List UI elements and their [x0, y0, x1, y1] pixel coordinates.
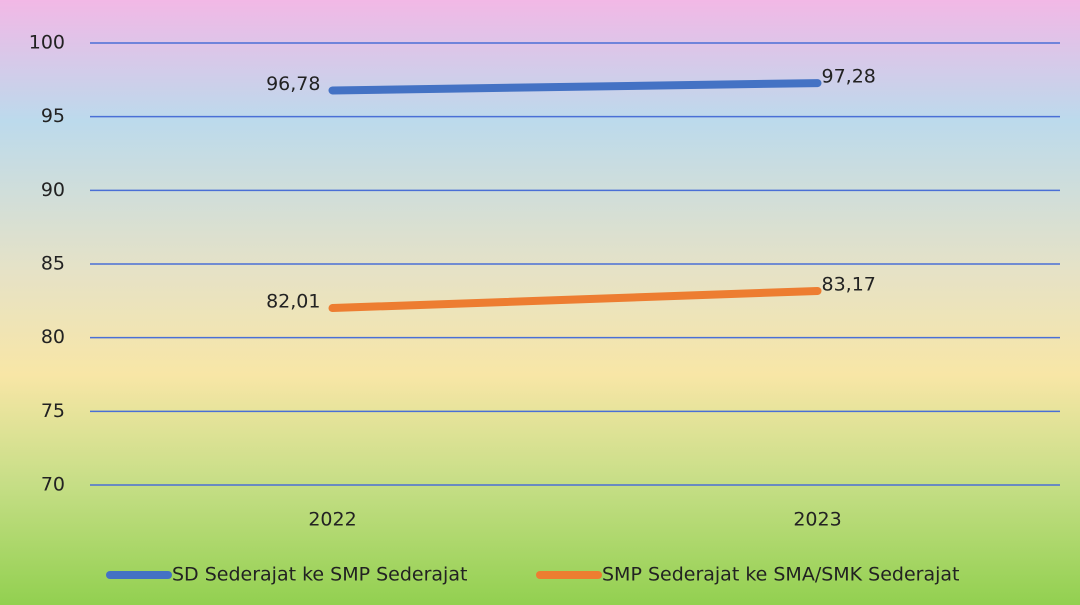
data-label: 83,17: [822, 273, 876, 295]
y-tick-label: 90: [41, 179, 65, 201]
y-tick-label: 100: [29, 32, 65, 54]
y-tick-label: 70: [41, 474, 65, 496]
x-tick-label: 2022: [308, 509, 356, 531]
line: [328, 286, 822, 313]
x-tick-label: 2023: [793, 509, 841, 531]
data-label: 82,01: [266, 291, 320, 313]
y-tick-label: 85: [41, 253, 65, 275]
data-label: 96,78: [266, 73, 320, 95]
legend-label: SD Sederajat ke SMP Sederajat: [172, 564, 467, 586]
data-label: 97,28: [822, 66, 876, 88]
line: [328, 79, 822, 95]
y-tick-label: 95: [41, 105, 65, 127]
y-tick-label: 75: [41, 400, 65, 422]
legend-label: SMP Sederajat ke SMA/SMK Sederajat: [602, 564, 960, 586]
y-tick-label: 80: [41, 326, 65, 348]
